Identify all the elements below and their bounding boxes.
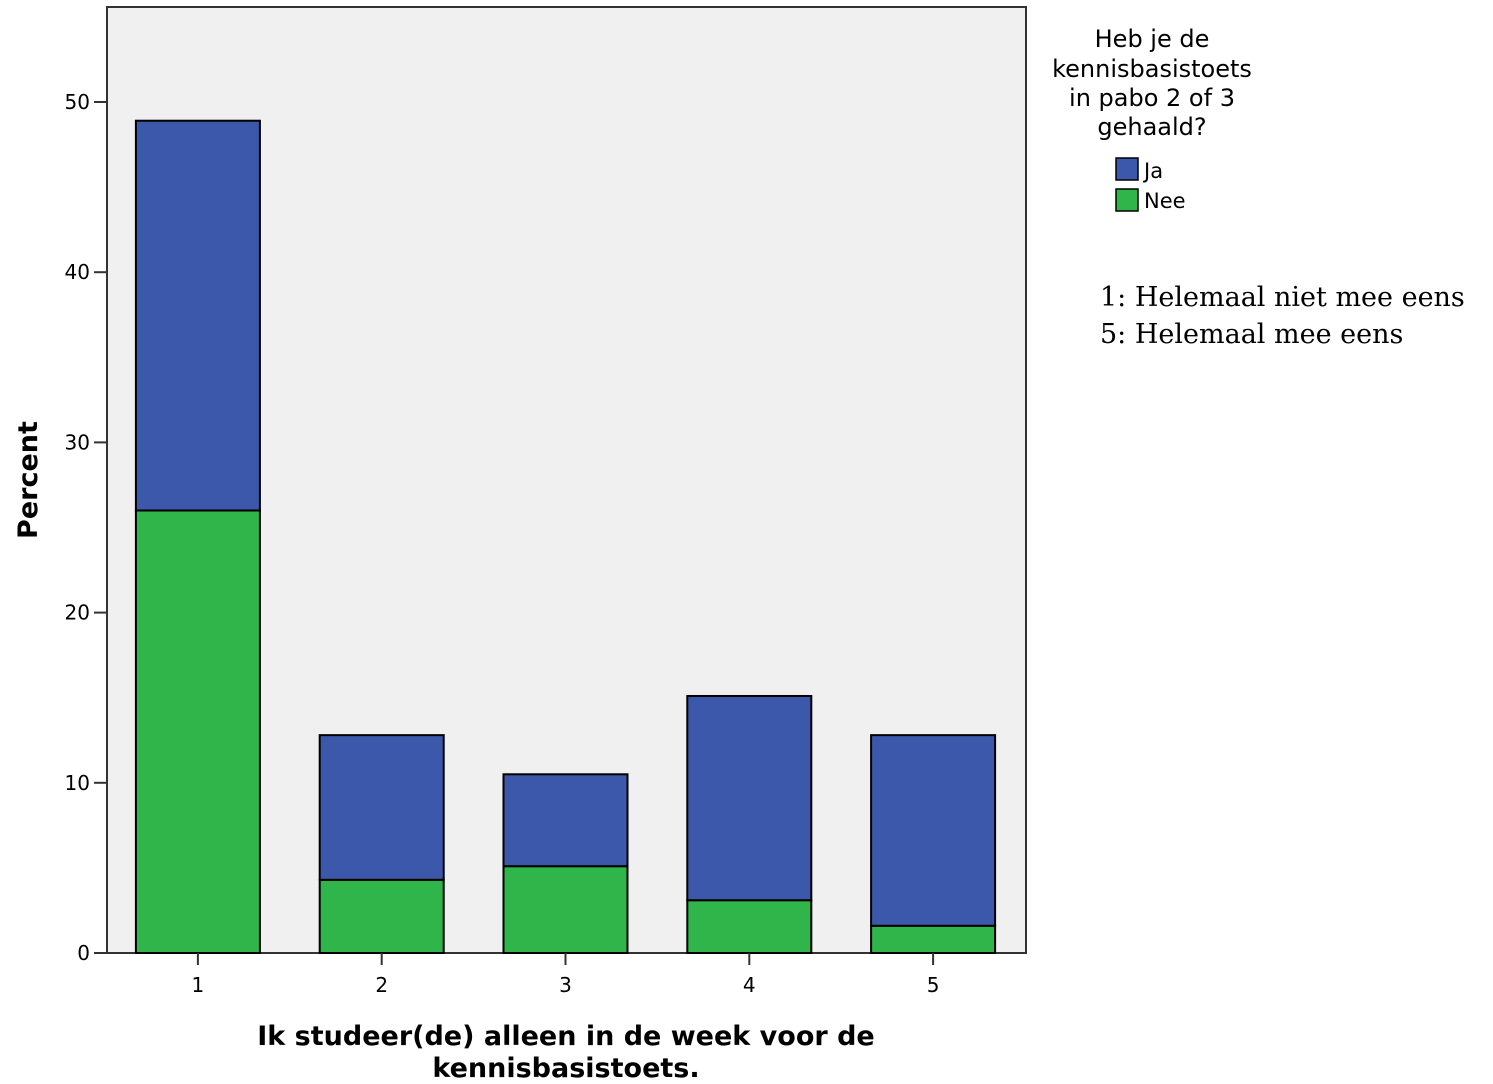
y-axis: 0 10 20 30 40 50 bbox=[65, 90, 107, 965]
y-tick-label: 40 bbox=[65, 260, 90, 284]
x-axis-title-line-1: Ik studeer(de) alleen in de week voor de bbox=[257, 1021, 874, 1052]
x-axis: 1 2 3 4 5 bbox=[192, 953, 940, 997]
x-tick-label: 3 bbox=[559, 973, 572, 997]
bar-nee-4 bbox=[686, 899, 813, 954]
bar-ja-2 bbox=[318, 734, 445, 881]
y-tick-label: 20 bbox=[65, 601, 90, 625]
x-tick-label: 4 bbox=[743, 973, 756, 997]
bar-nee-1 bbox=[134, 509, 261, 954]
bar-ja-4 bbox=[686, 694, 813, 902]
legend-label-nee: Nee bbox=[1144, 189, 1186, 213]
bar-nee-2 bbox=[318, 878, 445, 955]
bar-ja-3 bbox=[502, 773, 629, 868]
y-tick-label: 50 bbox=[65, 90, 90, 114]
x-axis-title-line-2: kennisbasistoets. bbox=[432, 1053, 699, 1084]
x-tick-label: 2 bbox=[375, 973, 388, 997]
x-tick-label: 5 bbox=[927, 973, 940, 997]
bar-ja-1 bbox=[134, 119, 261, 512]
y-tick-label: 10 bbox=[65, 771, 90, 795]
legend: Heb je de kennisbasistoets in pabo 2 of … bbox=[1052, 25, 1252, 213]
legend-swatch-ja bbox=[1115, 157, 1139, 181]
bar-nee-5 bbox=[870, 924, 997, 955]
scale-note-1: 1: Helemaal niet mee eens bbox=[1100, 282, 1465, 313]
bar-ja-5 bbox=[870, 734, 997, 927]
y-axis-title: Percent bbox=[13, 421, 44, 539]
legend-title-line-3: in pabo 2 of 3 bbox=[1069, 84, 1235, 112]
bars-layer bbox=[134, 119, 997, 955]
y-tick-label: 0 bbox=[77, 941, 90, 965]
legend-title-line-1: Heb je de bbox=[1095, 25, 1210, 53]
x-tick-label: 1 bbox=[192, 973, 205, 997]
legend-label-ja: Ja bbox=[1142, 159, 1163, 183]
y-tick-label: 30 bbox=[65, 430, 90, 454]
legend-title-line-4: gehaald? bbox=[1097, 113, 1206, 141]
legend-swatch-nee bbox=[1115, 188, 1139, 212]
bar-nee-3 bbox=[502, 865, 629, 954]
scale-note-5: 5: Helemaal mee eens bbox=[1100, 319, 1403, 350]
legend-title-line-2: kennisbasistoets bbox=[1052, 55, 1252, 83]
